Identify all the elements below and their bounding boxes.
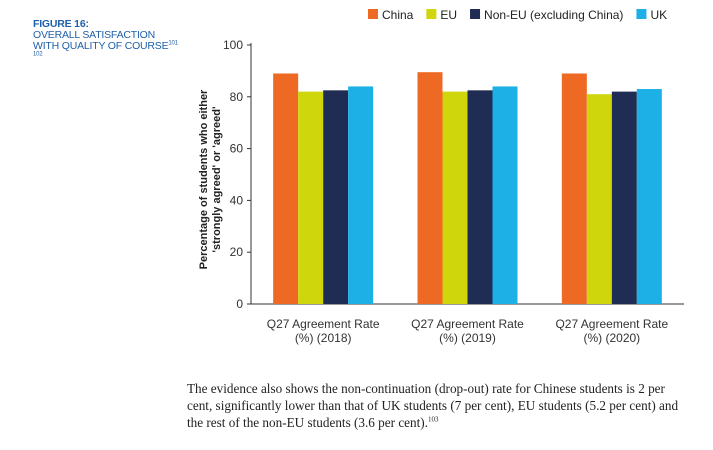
bar-china-2 [417, 72, 443, 304]
bar-china-3 [561, 73, 587, 305]
legend-label-non-eu-excluding-china-: Non-EU (excluding China) [484, 8, 623, 22]
figure-caption: FIGURE 16: OVERALL SATISFACTION WITH QUA… [33, 19, 183, 63]
figure-refs: 101 102 [33, 40, 178, 58]
bar-uk-2 [492, 86, 518, 304]
bar-non-eu-excluding-china--3 [611, 91, 637, 305]
bar-eu-2 [442, 91, 468, 305]
y-axis-title-line-1: Percentage of students who either [198, 89, 210, 269]
y-tick-label-40: 40 [230, 193, 244, 207]
paragraph-ref: 103 [427, 415, 439, 424]
y-tick-label-80: 80 [230, 90, 244, 104]
legend-swatch-non-eu-excluding-china- [470, 9, 481, 19]
figure-title-text: OVERALL SATISFACTION WITH QUALITY OF COU… [33, 29, 169, 52]
legend-swatch-uk [636, 9, 647, 19]
y-tick-label-0: 0 [236, 297, 243, 311]
bar-non-eu-excluding-china--1 [323, 90, 349, 304]
legend-label-uk: UK [650, 8, 667, 22]
legend-label-china: China [382, 8, 414, 22]
figure-title: OVERALL SATISFACTION WITH QUALITY OF COU… [33, 30, 183, 63]
y-tick-label-20: 20 [230, 245, 244, 259]
x-tick-label-1-line-1: Q27 Agreement Rate [267, 317, 380, 331]
legend-label-eu: EU [440, 8, 457, 22]
legend-swatch-china [368, 9, 378, 19]
x-tick-label-2-line-1: Q27 Agreement Rate [411, 317, 524, 331]
x-tick-label-3-line-2: (%) (2020) [583, 331, 640, 345]
x-tick-label-1-line-2: (%) (2018) [295, 331, 352, 345]
x-tick-label-2-line-2: (%) (2019) [439, 331, 496, 345]
bar-chart: 0 20 40 60 80 100 Percentage of students who e… [198, 8, 684, 345]
figure-number: FIGURE 16: [33, 18, 89, 30]
bar-eu-3 [586, 94, 612, 305]
bar-non-eu-excluding-china--2 [467, 90, 493, 304]
legend-swatch-eu [426, 9, 437, 19]
bar-china-1 [273, 73, 299, 305]
y-tick-label-60: 60 [230, 142, 244, 156]
body-paragraph: The evidence also shows the non-continua… [187, 380, 692, 431]
y-tick-label-100: 100 [223, 38, 243, 52]
x-tick-label-3-line-1: Q27 Agreement Rate [555, 317, 668, 331]
bar-uk-1 [348, 86, 374, 304]
bar-uk-3 [636, 89, 662, 304]
y-axis-title-line-2: 'strongly agreed' or 'agreed' [211, 106, 223, 253]
bar-eu-1 [298, 91, 324, 305]
paragraph-text: The evidence also shows the non-continua… [187, 381, 679, 430]
